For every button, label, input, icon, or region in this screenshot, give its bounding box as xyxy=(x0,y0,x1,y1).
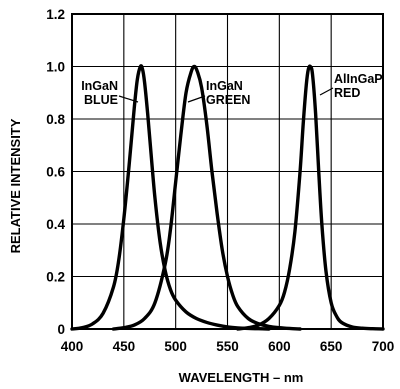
series-label-leader-2 xyxy=(187,95,206,103)
y-tick-label-0.8: 0.8 xyxy=(46,112,65,127)
series-line-1 xyxy=(70,64,271,331)
x-tick-label-650: 650 xyxy=(320,339,343,354)
x-axis-label: WAVELENGTH – nm xyxy=(179,370,304,385)
series-label-leader-1 xyxy=(118,95,139,103)
plot-border xyxy=(71,13,384,330)
series-label-3-line-1: AlInGaP xyxy=(334,72,383,86)
plot-frame xyxy=(71,13,384,330)
y-axis-label: RELATIVE INTENSITY xyxy=(8,118,23,253)
y-tick-label-1.0: 1.0 xyxy=(46,60,65,75)
series-label-1-line-2: BLUE xyxy=(84,93,118,107)
x-tick-label-550: 550 xyxy=(216,339,239,354)
x-tick-label-450: 450 xyxy=(113,339,136,354)
x-tick-label-400: 400 xyxy=(61,339,84,354)
series-line-3 xyxy=(236,64,385,331)
x-tick-label-700: 700 xyxy=(372,339,395,354)
y-tick-label-0.2: 0.2 xyxy=(46,270,65,285)
series-label-leader-3 xyxy=(319,87,334,96)
y-tick-label-1.2: 1.2 xyxy=(46,7,65,22)
y-tick-label-0.6: 0.6 xyxy=(46,165,65,180)
y-tick-label-0.4: 0.4 xyxy=(46,217,65,232)
series-label-2-line-1: InGaN xyxy=(206,79,243,93)
series-layer xyxy=(70,64,385,331)
series-label-2-line-2: GREEN xyxy=(206,93,250,107)
series-label-1-line-1: InGaN xyxy=(81,79,118,93)
series-label-3-line-2: RED xyxy=(334,86,360,100)
tick-labels: 400 450 500 550 600 650 700 0 0.2 0.4 0.6 0.8 1.0 1.2 xyxy=(46,7,394,354)
y-tick-label-0: 0 xyxy=(57,322,65,337)
x-tick-label-600: 600 xyxy=(268,339,291,354)
series-line-2 xyxy=(111,64,302,331)
x-tick-label-500: 500 xyxy=(164,339,187,354)
